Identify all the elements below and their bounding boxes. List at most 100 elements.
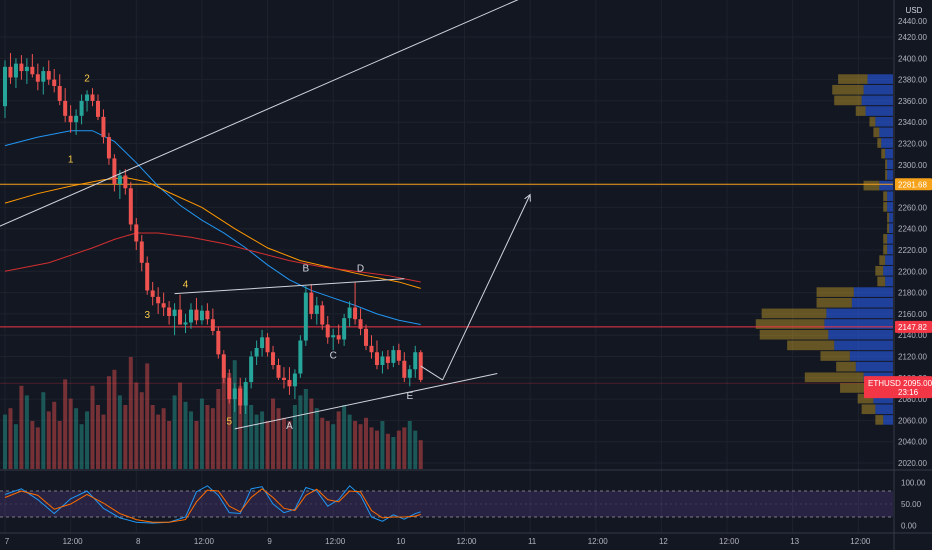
volume-bar <box>183 401 188 469</box>
wave-label: A <box>286 421 293 432</box>
oscillator-tick-label: 100.00 <box>901 478 926 487</box>
volume-bar <box>30 421 35 469</box>
volume-bar <box>221 369 226 469</box>
wave-label: 5 <box>226 417 232 428</box>
volume-profile-sell <box>883 265 893 276</box>
volume-profile-buy <box>887 223 890 234</box>
candle-body <box>331 335 336 338</box>
candle-body <box>303 292 308 341</box>
volume-bar <box>358 424 363 469</box>
candle-body <box>292 373 297 387</box>
volume-profile-sell <box>867 74 893 84</box>
volume-profile-buy <box>883 202 888 212</box>
volume-profile-sell <box>875 116 893 127</box>
price-tick-label: 2040.00 <box>898 438 927 447</box>
candle-body <box>8 66 13 78</box>
volume-profile-sell <box>889 212 893 223</box>
volume-bar <box>265 421 270 469</box>
time-tick-label: 12:00 <box>456 537 477 546</box>
candle-body <box>320 305 325 325</box>
candle-body <box>353 307 358 320</box>
time-axis-labels: 7 12:00 8 12:00 9 12:00 10 12:00 11 12:00 12 12:00 1… <box>5 537 871 546</box>
candle-body <box>358 319 363 329</box>
volume-profile-sell <box>879 127 893 138</box>
volume-profile-sell <box>887 170 893 180</box>
candle-body <box>325 324 330 338</box>
volume-profile-sell <box>826 308 893 319</box>
candle-body <box>199 310 204 321</box>
time-tick-label: 9 <box>267 537 272 546</box>
price-level-tag-text: 2281.68 <box>898 180 927 189</box>
volume-bar <box>112 369 117 469</box>
volume-bar <box>106 376 111 469</box>
volume-bar <box>353 421 358 469</box>
wave-labels: 1 2 3 4 5 A B C D E <box>68 74 414 432</box>
volume-bar <box>156 414 161 469</box>
candle-body <box>260 337 265 348</box>
volume-profile-buy <box>816 297 852 308</box>
volume-bar <box>292 405 297 469</box>
volume-bar <box>396 430 401 469</box>
candle-body <box>85 94 90 101</box>
volume-profile-sell <box>828 329 893 340</box>
volume-bar <box>85 411 90 469</box>
candle-body <box>216 330 221 355</box>
candle-body <box>238 388 243 406</box>
volume-bar <box>325 421 330 469</box>
trendlines[interactable] <box>0 0 531 430</box>
candle-body <box>106 137 111 159</box>
candle-body <box>24 66 29 72</box>
candle-body <box>139 241 144 263</box>
horizontal-levels[interactable] <box>0 183 893 384</box>
volume-bar <box>8 408 13 469</box>
candle-body <box>90 94 95 101</box>
candle-body <box>314 305 319 314</box>
oscillator-tick-label: 50.00 <box>901 500 922 509</box>
candle-body <box>407 369 412 378</box>
trendline <box>174 278 405 295</box>
candle-body <box>123 175 128 189</box>
volume-bars <box>3 357 423 469</box>
candle-body <box>41 71 46 82</box>
volume-bar <box>68 398 73 469</box>
candle-body <box>342 318 347 340</box>
candle-body <box>232 388 237 400</box>
volume-bar <box>271 398 276 469</box>
volume-profile-buy <box>861 404 876 415</box>
time-tick-label: 12 <box>659 537 668 546</box>
volume-bar <box>74 408 79 469</box>
wave-label: 4 <box>183 279 189 290</box>
time-tick-label: 12:00 <box>588 537 609 546</box>
volume-profile-buy <box>832 84 864 95</box>
price-tick-label: 2400.00 <box>898 54 927 63</box>
volume-profile-buy <box>883 234 888 244</box>
volume-profile-buy <box>820 351 850 361</box>
volume-bar <box>205 405 210 469</box>
price-tick-label: 2140.00 <box>898 331 927 340</box>
volume-profile-sell <box>873 393 893 404</box>
volume-bar <box>24 395 29 469</box>
volume-profile-buy <box>840 383 870 393</box>
price-tick-label: 2080.00 <box>898 395 927 404</box>
candle-body <box>161 303 166 308</box>
candle-body <box>63 100 68 116</box>
candle-body <box>35 74 40 82</box>
volume-profile-sell <box>879 180 893 191</box>
volume-profile-sell <box>883 415 893 425</box>
volume-profile-buy <box>885 159 888 170</box>
volume-profile-sell <box>855 361 893 372</box>
candle-body <box>276 365 281 378</box>
candles[interactable] <box>3 52 423 415</box>
volume-profile-buy <box>877 276 886 287</box>
volume-profile-buy <box>875 265 884 276</box>
volume-profile-buy <box>759 329 829 340</box>
volume-profile-buy <box>879 255 886 265</box>
candle-body <box>221 354 226 378</box>
time-tick-label: 12:00 <box>325 537 346 546</box>
time-axis[interactable] <box>0 469 932 534</box>
price-tick-label: 2320.00 <box>898 140 927 149</box>
volume-profile-sell <box>863 84 893 95</box>
candle-body <box>364 328 369 346</box>
candle-body <box>402 360 407 378</box>
